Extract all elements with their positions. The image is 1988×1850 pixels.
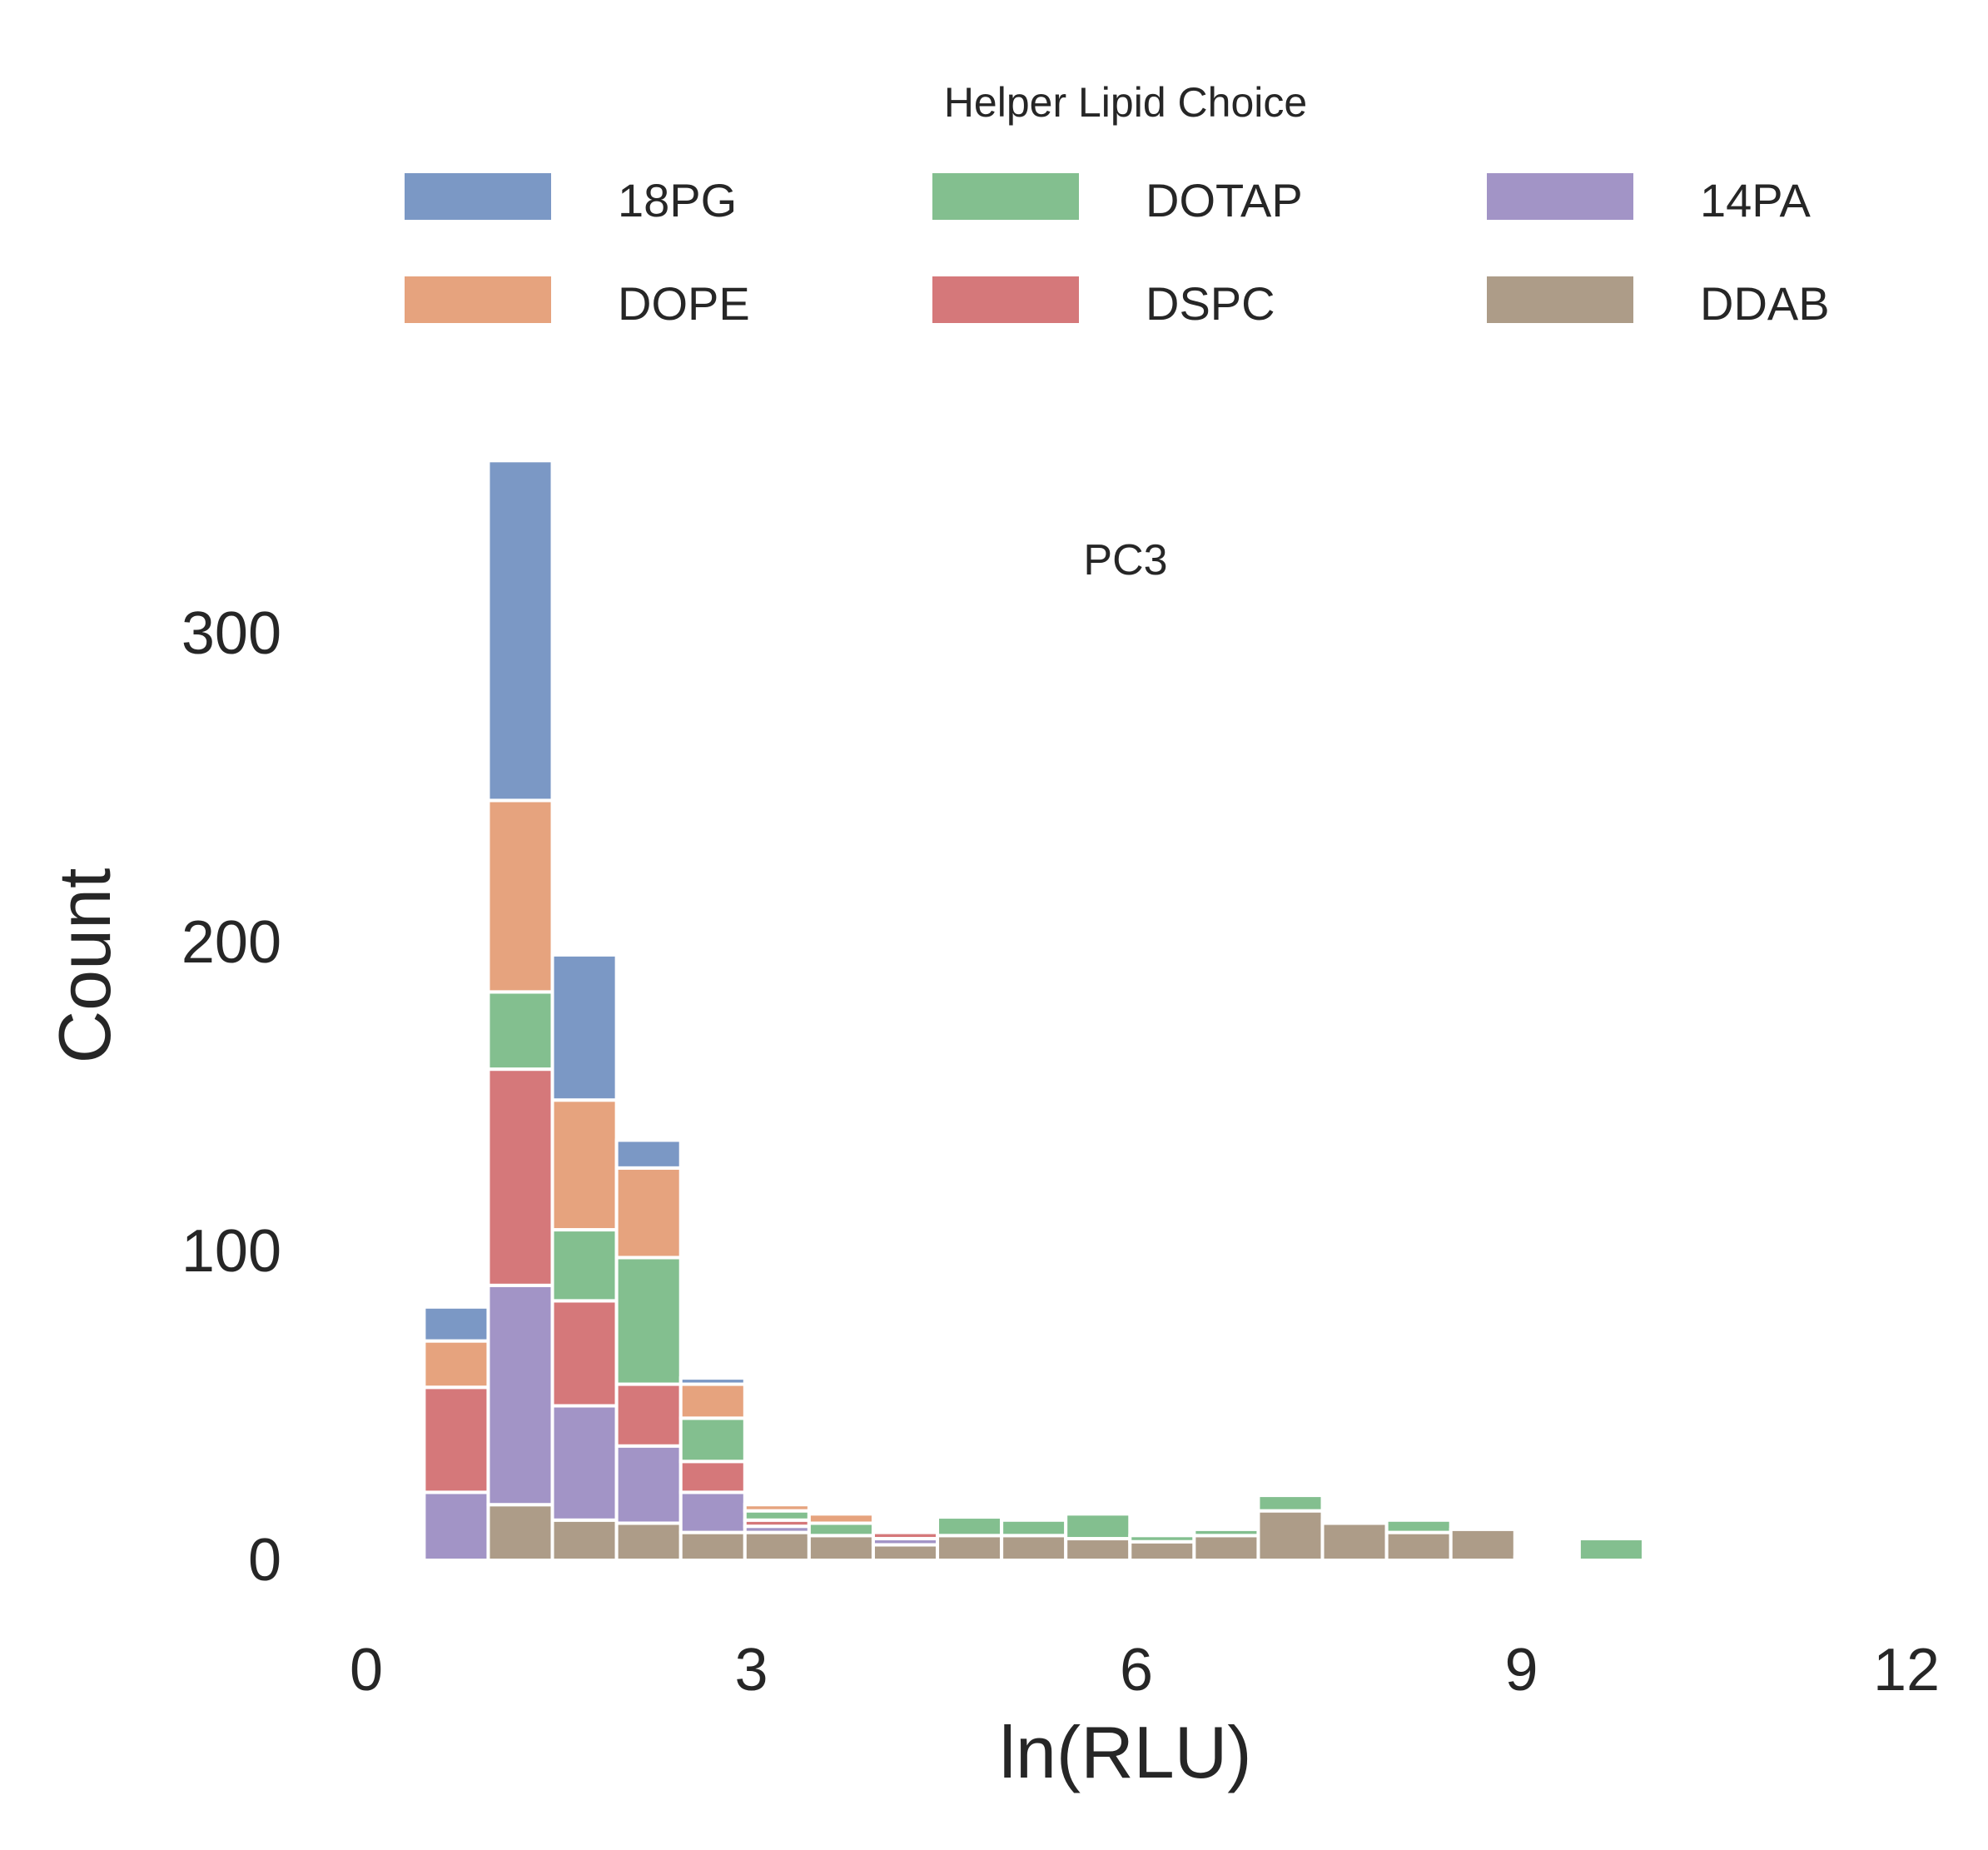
x-tick-label: 0 xyxy=(350,1637,383,1703)
legend-label: DOPE xyxy=(618,277,750,330)
bar-14pa-bin-1 xyxy=(486,1283,554,1507)
bar-dspc-bin-4 xyxy=(678,1460,747,1494)
legend: Helper Lipid Choice 18PG DOTAP 14PA DOPE DSP… xyxy=(405,79,1830,330)
legend-item-18pg: 18PG xyxy=(405,173,737,226)
bar-dope-bin-0 xyxy=(422,1339,490,1390)
legend-item-dotap: DOTAP xyxy=(932,173,1303,226)
bar-18pg-bin-4 xyxy=(678,1376,747,1386)
bar-ddab-bin-16 xyxy=(1449,1527,1517,1562)
bar-ddab-bin-14 xyxy=(1320,1521,1389,1562)
bar-ddab-bin-13 xyxy=(1256,1509,1325,1562)
bar-18pg-bin-0 xyxy=(422,1305,490,1343)
legend-swatch xyxy=(405,173,551,220)
bar-ddab-bin-8 xyxy=(936,1534,1004,1563)
bar-ddab-bin-11 xyxy=(1128,1539,1196,1562)
bar-ddab-bin-3 xyxy=(614,1521,683,1562)
bar-dotap-bin-15 xyxy=(1384,1518,1453,1534)
bar-dotap-bin-10 xyxy=(1064,1512,1132,1541)
legend-items: 18PG DOTAP 14PA DOPE DSPC DDAB xyxy=(405,173,1830,330)
bar-14pa-bin-4 xyxy=(678,1490,747,1534)
bar-ddab-bin-6 xyxy=(807,1534,875,1563)
bars-layer xyxy=(422,459,1645,1563)
bar-ddab-bin-1 xyxy=(486,1503,554,1562)
legend-item-ddab: DDAB xyxy=(1487,276,1830,330)
bar-dspc-bin-1 xyxy=(486,1067,554,1287)
y-tick-label: 0 xyxy=(248,1527,281,1594)
x-tick-label: 9 xyxy=(1504,1637,1538,1703)
x-tick-label: 12 xyxy=(1873,1637,1940,1703)
chart-title: PC3 xyxy=(1083,536,1167,584)
x-axis-ticks: 0 3 6 9 12 xyxy=(350,1637,1940,1703)
y-tick-label: 100 xyxy=(181,1218,281,1285)
bar-dotap-bin-4 xyxy=(678,1416,747,1464)
bar-14pa-bin-0 xyxy=(422,1490,490,1562)
bar-dotap-bin-18 xyxy=(1577,1537,1645,1563)
bar-ddab-bin-5 xyxy=(743,1530,811,1563)
bar-dotap-bin-13 xyxy=(1256,1494,1325,1513)
x-tick-label: 6 xyxy=(1120,1637,1153,1703)
bar-dope-bin-3 xyxy=(614,1166,683,1260)
bar-dotap-bin-6 xyxy=(807,1521,875,1538)
x-tick-label: 3 xyxy=(734,1637,768,1703)
legend-swatch xyxy=(932,276,1079,323)
bar-dope-bin-2 xyxy=(550,1098,619,1232)
bar-ddab-bin-10 xyxy=(1064,1537,1132,1563)
y-axis-label: Count xyxy=(43,868,126,1064)
bar-dotap-bin-14 xyxy=(1320,1518,1389,1525)
bar-18pg-bin-3 xyxy=(614,1138,683,1170)
bar-dope-bin-5 xyxy=(743,1503,811,1513)
legend-item-14pa: 14PA xyxy=(1487,173,1811,226)
bar-dope-bin-1 xyxy=(486,798,554,994)
bar-dotap-bin-3 xyxy=(614,1256,683,1386)
legend-swatch xyxy=(1487,173,1633,220)
legend-label: DDAB xyxy=(1700,277,1830,330)
bar-dotap-bin-8 xyxy=(936,1515,1004,1538)
legend-label: DSPC xyxy=(1146,277,1275,330)
bar-dotap-bin-12 xyxy=(1192,1527,1260,1538)
bar-dope-bin-6 xyxy=(807,1512,875,1525)
legend-item-dope: DOPE xyxy=(405,276,750,330)
legend-swatch xyxy=(405,276,551,323)
legend-title: Helper Lipid Choice xyxy=(944,79,1307,126)
bar-ddab-bin-4 xyxy=(678,1530,747,1563)
bar-dotap-bin-1 xyxy=(486,990,554,1072)
bar-ddab-bin-15 xyxy=(1384,1530,1453,1563)
legend-label: 18PG xyxy=(618,174,737,226)
bar-dotap-bin-9 xyxy=(1000,1518,1068,1538)
legend-label: 14PA xyxy=(1700,174,1811,226)
bar-dspc-bin-2 xyxy=(550,1299,619,1408)
legend-swatch xyxy=(932,173,1079,220)
bar-dotap-bin-11 xyxy=(1128,1534,1196,1544)
bar-dspc-bin-3 xyxy=(614,1382,683,1448)
y-tick-label: 200 xyxy=(181,909,281,976)
bar-ddab-bin-7 xyxy=(871,1543,940,1562)
bar-14pa-bin-2 xyxy=(550,1404,619,1522)
bar-dotap-bin-2 xyxy=(550,1228,619,1303)
bar-14pa-bin-3 xyxy=(614,1444,683,1525)
bar-dope-bin-4 xyxy=(678,1382,747,1420)
y-tick-label: 300 xyxy=(181,600,281,667)
legend-label: DOTAP xyxy=(1146,174,1303,226)
bar-ddab-bin-2 xyxy=(550,1518,619,1563)
bar-ddab-bin-9 xyxy=(1000,1534,1068,1563)
bar-dspc-bin-0 xyxy=(422,1385,490,1494)
bar-18pg-bin-2 xyxy=(550,952,619,1102)
legend-item-dspc: DSPC xyxy=(932,276,1275,330)
x-axis-label: ln(RLU) xyxy=(999,1711,1251,1793)
legend-swatch xyxy=(1487,276,1633,323)
bar-dspc-bin-7 xyxy=(871,1530,940,1541)
bar-dotap-bin-17 xyxy=(1513,1555,1581,1563)
y-axis-ticks: 0 100 200 300 xyxy=(181,600,281,1594)
bar-18pg-bin-1 xyxy=(486,459,554,803)
bar-ddab-bin-12 xyxy=(1192,1534,1260,1563)
